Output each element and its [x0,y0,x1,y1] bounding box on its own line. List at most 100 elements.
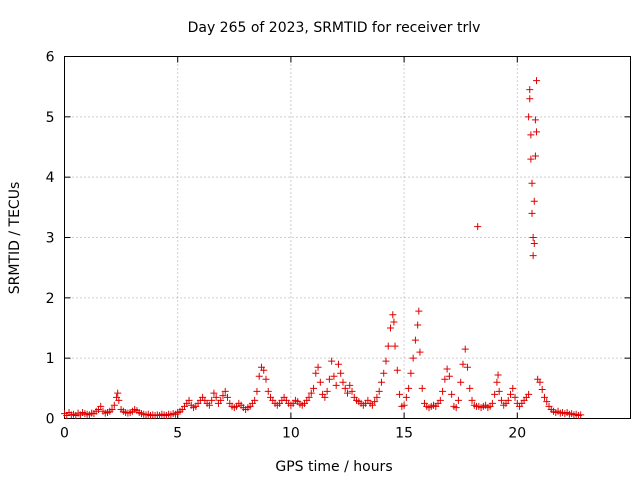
data-point [396,390,404,398]
data-point [494,371,502,379]
data-point [536,378,544,386]
data-point [527,131,535,139]
data-point [418,384,426,392]
data-point [439,387,447,395]
data-point [219,392,227,400]
data-point [409,354,417,362]
data-point [389,311,397,319]
data-point [368,401,376,409]
data-point [208,396,216,404]
data-point [110,401,118,409]
data-point [262,375,270,383]
data-point [114,389,122,397]
data-point [497,396,505,404]
data-point [341,384,349,392]
data-point [445,372,453,380]
x-tick-label-3: 15 [395,426,413,442]
data-point [529,234,537,241]
data-point [305,393,313,401]
data-point [314,363,322,371]
data-point [416,348,424,356]
data-point [312,369,320,377]
data-point [459,360,467,368]
data-point [344,389,351,397]
y-tick-label-4: 4 [46,170,55,186]
data-point [533,77,541,85]
data-point [321,393,329,401]
data-point [530,240,538,248]
data-point [337,369,345,377]
y-tick-label-6: 6 [46,50,55,66]
data-point [400,401,408,409]
data-point [577,411,585,419]
data-point [334,360,342,368]
data-point [528,209,536,217]
y-tick-label-2: 2 [46,291,55,307]
x-tick-label-2: 10 [282,426,300,442]
data-point [415,307,423,315]
data-point [391,342,399,350]
data-point [212,393,220,401]
chart-title: Day 265 of 2023, SRMTID for receiver trl… [188,20,481,36]
data-point [466,384,474,392]
data-point [463,363,471,371]
data-point [346,381,354,389]
data-point [115,396,123,404]
data-point [373,393,381,401]
data-point [493,378,501,386]
data-point [436,396,444,404]
data-point [402,393,410,401]
data-point [375,387,383,395]
data-point [457,378,465,386]
data-point [217,396,225,404]
y-tick-label-5: 5 [46,110,55,126]
x-tick-label-0: 0 [60,426,69,442]
data-point [325,375,333,383]
data-point [538,386,546,394]
data-point [253,387,261,395]
data-point [540,393,548,401]
data-point [414,321,422,329]
data-point [531,152,539,160]
data-point [525,113,533,121]
data-point [108,405,116,413]
data-point [405,384,413,392]
x-axis: 0 5 10 15 20 [60,56,526,442]
data-point [377,378,385,386]
data-point [348,387,356,395]
data-point [527,155,535,163]
data-point [339,378,347,386]
data-point [371,398,379,406]
data-point [504,396,512,404]
data-point [387,324,395,332]
data-point [97,402,105,410]
data-point [407,369,415,377]
data-point [443,365,451,373]
data-point [507,390,515,398]
data-point [255,372,263,380]
y-tick-label-0: 0 [46,412,55,428]
data-point [488,399,496,407]
data-point [221,387,229,395]
y-tick-label-1: 1 [46,351,55,367]
data-point [316,378,324,386]
x-tick-label-1: 5 [173,426,182,442]
data-point [264,387,272,395]
y-axis: 0 1 2 3 4 5 6 [46,50,631,428]
data-point [310,384,318,392]
y-axis-label: SRMTID / TECUs [7,182,23,295]
x-axis-label: GPS time / hours [275,459,392,475]
data-point [380,369,388,377]
data-point [210,389,218,397]
data-point [260,366,268,374]
data-point [448,390,456,398]
data-point [454,396,462,404]
data-point [491,390,499,398]
data-point [384,342,392,350]
data-point [533,128,541,136]
data-point [530,197,538,205]
data-point [525,390,533,398]
data-point [495,387,503,395]
data-point [251,396,259,404]
